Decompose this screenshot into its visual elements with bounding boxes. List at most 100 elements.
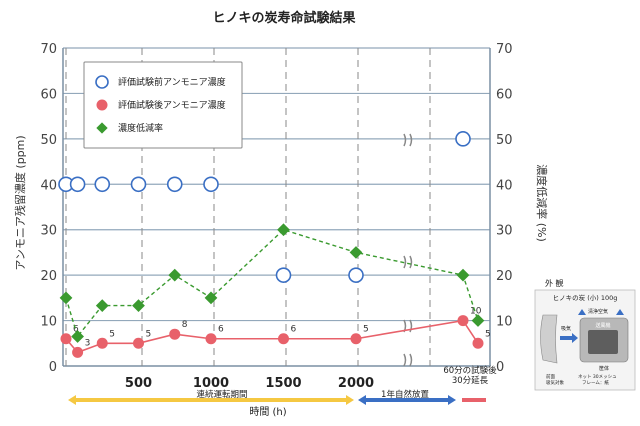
y-tick-left-label: 10: [40, 315, 57, 330]
axis-break-mark: [403, 255, 413, 269]
arrow-right-icon: [448, 395, 456, 405]
data-label: 5: [146, 329, 152, 339]
data-point: [455, 131, 471, 147]
series-3: [59, 223, 485, 343]
y-axis-right-ticks: 0 10 20 30 40 50 60 70: [496, 42, 513, 375]
inset-heading: 外 観: [545, 278, 564, 288]
x-tick-label: 1500: [265, 376, 301, 391]
data-point: [96, 337, 108, 349]
legend-marker: [96, 99, 108, 111]
y-tick-right-label: 0: [496, 360, 504, 375]
inset-front-label: 前面吸気対象: [546, 373, 564, 386]
data-point: [169, 328, 181, 340]
suction-arrow-icon: [560, 333, 578, 343]
y-tick-left-label: 60: [40, 87, 57, 102]
product-photo-inset: 外 観 ヒノキの炭 (小) 100g 清浄空気 送風機 吸気 筐体 前面吸気対象…: [534, 278, 636, 391]
y-tick-left-label: 40: [40, 178, 57, 193]
data-point: [132, 299, 145, 312]
arrow-right-icon: [346, 395, 354, 405]
inset-air-label: 清浄空気: [588, 308, 608, 315]
y-tick-right-label: 40: [496, 178, 513, 193]
period-label: 1年自然放置: [381, 389, 429, 400]
y-tick-right-label: 30: [496, 224, 513, 239]
inset-caption: ヒノキの炭 (小) 100g: [553, 293, 618, 302]
data-point: [71, 330, 84, 343]
data-point: [278, 333, 289, 345]
y-tick-right-label: 60: [496, 87, 513, 102]
data-point: [69, 176, 86, 193]
legend-label: 評価試験後アンモニア濃度: [118, 99, 226, 111]
y-tick-left-label: 20: [40, 269, 57, 284]
data-label: 5: [109, 329, 115, 339]
data-label: 5: [485, 329, 491, 339]
data-label: 6: [291, 325, 297, 335]
data-point: [472, 337, 484, 349]
data-point: [350, 333, 362, 345]
y-axis-right-title: 濃度低減率 (%): [535, 164, 549, 242]
data-point: [456, 268, 470, 282]
y-tick-right-label: 70: [496, 42, 513, 57]
data-label: 5: [363, 325, 369, 335]
data-point: [205, 333, 217, 345]
legend-label: 濃度低減率: [118, 122, 163, 134]
data-point: [59, 291, 73, 305]
y-tick-left-label: 0: [49, 360, 57, 375]
y-tick-right-label: 10: [496, 315, 513, 330]
data-label: 8: [182, 320, 188, 330]
chart-title: ヒノキの炭寿命試験結果: [212, 10, 355, 26]
inset-case-label: 筐体: [599, 365, 609, 372]
data-point: [275, 267, 292, 283]
data-point: [471, 314, 485, 327]
x-axis-title: 時間 (h): [249, 406, 286, 418]
data-point: [72, 346, 84, 358]
series-1: [58, 131, 471, 283]
arrow-left-icon: [68, 395, 76, 405]
data-point: [348, 267, 364, 283]
x-axis-ticks: 500 1000 1500 2000: [125, 376, 374, 391]
data-point: [277, 223, 290, 237]
axis-break-mark: [403, 353, 413, 367]
fan-unit-shape: [588, 330, 618, 354]
air-arrow-right-icon: [616, 309, 624, 315]
data-point: [349, 246, 363, 259]
period-label: 連続運転期間: [196, 389, 247, 400]
data-point: [203, 176, 219, 193]
data-label: 6: [73, 325, 79, 335]
period-label: 60分の試験後 30分延長: [443, 365, 497, 386]
data-point: [166, 176, 183, 193]
data-point: [60, 333, 72, 345]
x-tick-label: 1000: [193, 376, 229, 391]
y-tick-left-label: 50: [40, 133, 57, 148]
data-point: [130, 176, 147, 193]
y-axis-left-ticks: 0 10 20 30 40 50 60 70: [40, 42, 57, 375]
arrow-left-icon: [358, 395, 366, 405]
y-tick-right-label: 50: [496, 133, 513, 148]
inset-net-label: ネット 30メッシュフレーム：紙: [578, 374, 617, 386]
data-point: [457, 315, 469, 327]
legend-box: [83, 61, 243, 149]
data-label: 3: [85, 338, 91, 348]
legend-label: 評価試験前アンモニア濃度: [118, 76, 226, 88]
air-arrow-icon: [578, 309, 586, 315]
charcoal-panel-shape: [540, 314, 558, 364]
inset-fan-label: 送風機: [595, 322, 610, 329]
y-tick-left-label: 70: [40, 42, 57, 57]
x-tick-label: 500: [125, 376, 152, 391]
y-tick-left-label: 30: [40, 224, 57, 239]
data-point: [95, 299, 109, 312]
series-line: [65, 228, 479, 338]
data-point: [94, 176, 111, 193]
data-point: [204, 291, 218, 305]
x-tick-label: 2000: [338, 376, 374, 391]
y-tick-right-label: 20: [496, 269, 513, 284]
axis-break-mark: [403, 133, 413, 147]
data-point: [168, 268, 182, 282]
inset-suction-label: 吸気: [561, 325, 571, 332]
data-label: 6: [218, 325, 224, 335]
data-point: [133, 337, 144, 349]
legend-marker: [95, 75, 109, 89]
